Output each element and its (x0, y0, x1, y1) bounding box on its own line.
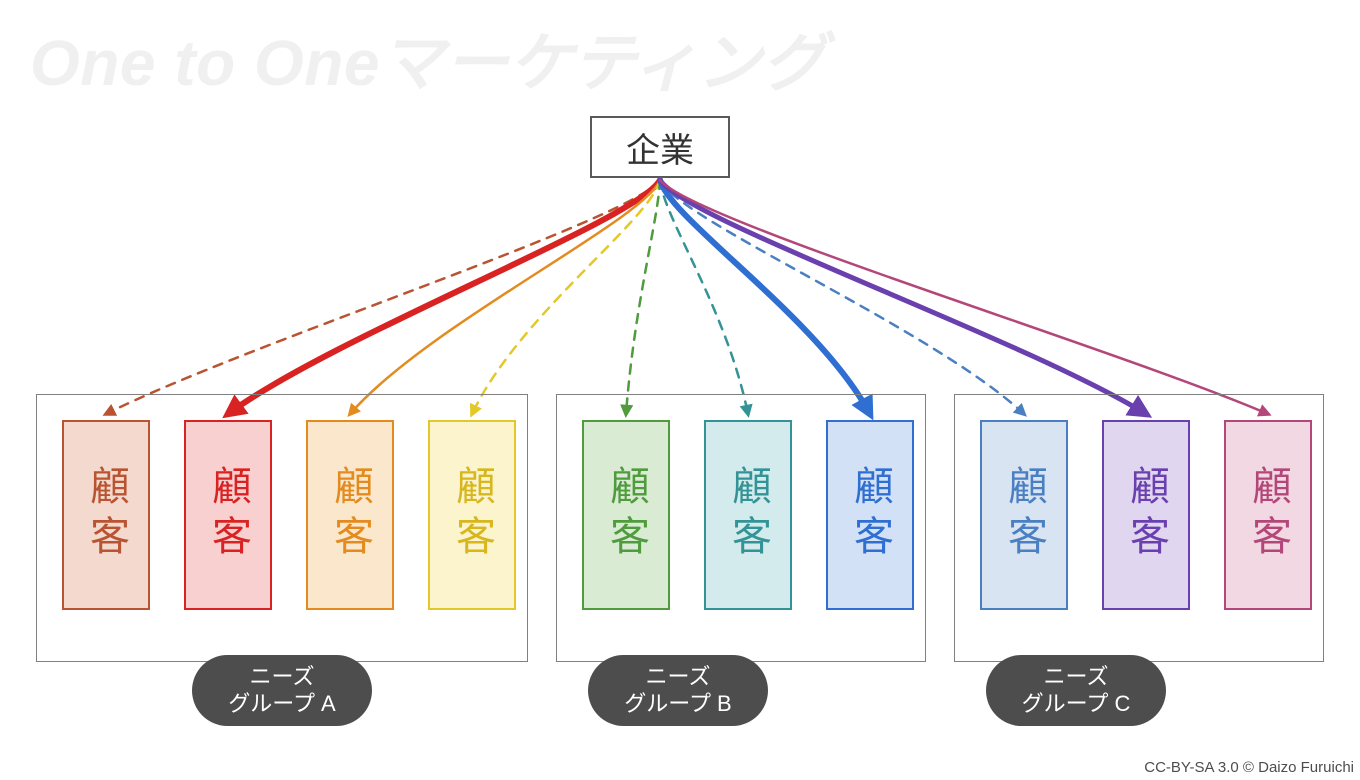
customer-box-0: 顧客 (62, 420, 150, 610)
arrow-4 (626, 180, 660, 414)
customer-label: 顧客 (841, 465, 899, 565)
company-box: 企業 (590, 116, 730, 178)
customer-label: 顧客 (719, 465, 777, 565)
company-label: 企業 (626, 123, 694, 172)
group-pill-line1: ニーズ (1044, 663, 1109, 691)
customer-box-4: 顧客 (582, 420, 670, 610)
group-pill-C: ニーズグループ C (986, 655, 1167, 726)
group-pill-line1: ニーズ (646, 663, 711, 691)
customer-box-1: 顧客 (184, 420, 272, 610)
arrow-7 (660, 180, 1024, 414)
arrow-8 (660, 180, 1146, 414)
group-pill-B: ニーズグループ B (588, 655, 767, 726)
arrow-9 (660, 180, 1268, 414)
group-pill-line2: グループ C (1022, 690, 1131, 718)
arrow-5 (660, 180, 748, 414)
customer-label: 顧客 (77, 465, 135, 565)
customer-label: 顧客 (1117, 465, 1175, 565)
group-pill-line2: グループ B (624, 690, 731, 718)
group-pill-A: ニーズグループ A (192, 655, 371, 726)
customer-label: 顧客 (321, 465, 379, 565)
customer-label: 顧客 (443, 465, 501, 565)
group-pill-line1: ニーズ (250, 663, 315, 691)
arrow-3 (472, 180, 660, 414)
arrow-6 (660, 180, 870, 414)
customer-label: 顧客 (995, 465, 1053, 565)
attribution-text: CC-BY-SA 3.0 © Daizo Furuichi (1144, 759, 1354, 776)
customer-box-3: 顧客 (428, 420, 516, 610)
customer-box-8: 顧客 (1102, 420, 1190, 610)
customer-box-9: 顧客 (1224, 420, 1312, 610)
customer-box-6: 顧客 (826, 420, 914, 610)
arrow-0 (106, 180, 660, 414)
group-pill-line2: グループ A (228, 690, 335, 718)
customer-box-2: 顧客 (306, 420, 394, 610)
watermark-title: One to Oneマーケティング (30, 12, 826, 104)
customer-label: 顧客 (1239, 465, 1297, 565)
customer-box-7: 顧客 (980, 420, 1068, 610)
customer-label: 顧客 (199, 465, 257, 565)
customer-label: 顧客 (597, 465, 655, 565)
customer-box-5: 顧客 (704, 420, 792, 610)
arrow-2 (350, 180, 660, 414)
arrow-1 (228, 180, 660, 414)
